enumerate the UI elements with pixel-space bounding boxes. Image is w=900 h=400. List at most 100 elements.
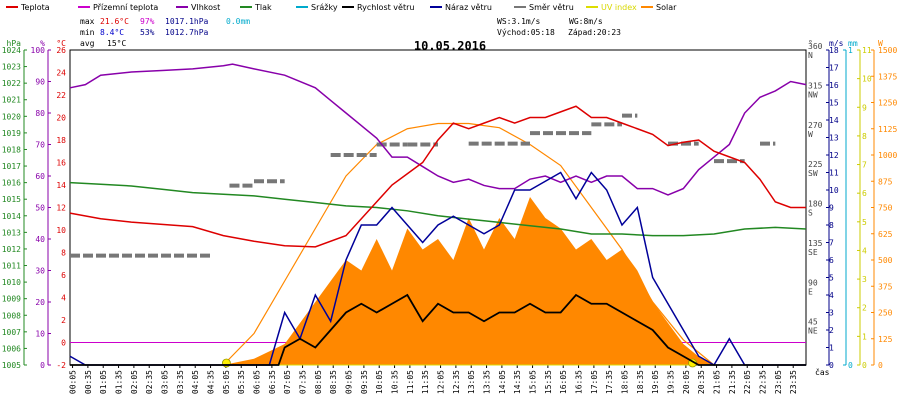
stat-min-temp: 8.4°C xyxy=(100,28,124,37)
x-tick-label: 21:35 xyxy=(728,370,737,394)
info-wind-speed: WS:3.1m/s xyxy=(497,17,541,26)
legend-label: Solar xyxy=(656,3,677,12)
info-sunrise: Východ:05:18 xyxy=(497,28,555,37)
legend-label: Srážky xyxy=(311,3,338,12)
uv-tick-label: 3 xyxy=(862,275,867,284)
stat-min-press: 1012.7hPa xyxy=(165,28,209,37)
x-tick-label: 07:05 xyxy=(283,370,292,394)
x-tick-label: 00:05 xyxy=(69,370,78,394)
uv-tick-label: 10 xyxy=(862,75,872,84)
x-tick-label: 14:05 xyxy=(498,370,507,394)
dir-tick-label: 135 xyxy=(808,239,823,248)
degc-tick-label: 12 xyxy=(56,204,66,213)
ms-tick-label: 11 xyxy=(829,169,839,178)
hpa-tick-label: 1019 xyxy=(2,129,21,138)
dir-compass-label: NE xyxy=(808,327,818,336)
x-tick-label: 03:05 xyxy=(161,370,170,394)
legend-label: Náraz větru xyxy=(445,3,492,12)
degc-tick-label: 26 xyxy=(56,46,66,55)
ms-tick-label: 4 xyxy=(829,291,834,300)
x-tick-label: 04:05 xyxy=(191,370,200,394)
hpa-tick-label: 1006 xyxy=(2,344,21,353)
stat-max-hum: 97% xyxy=(140,17,155,26)
ms-tick-label: 14 xyxy=(829,116,839,125)
pct-tick-label: 0 xyxy=(40,361,45,370)
legend-label: Směr větru xyxy=(529,3,574,12)
x-tick-label: 04:35 xyxy=(207,370,216,394)
humidity-line xyxy=(69,63,807,196)
ms-tick-label: 13 xyxy=(829,134,839,143)
hpa-tick-label: 1005 xyxy=(2,361,21,370)
x-tick-label: 13:05 xyxy=(467,370,476,394)
uv-tick-label: 6 xyxy=(862,189,867,198)
legend-label: Přízemní teplota xyxy=(93,3,158,12)
hpa-tick-label: 1020 xyxy=(2,112,21,121)
degc-tick-label: 4 xyxy=(61,294,66,303)
degc-tick-label: 24 xyxy=(56,69,66,78)
x-tick-label: 07:35 xyxy=(299,370,308,394)
x-tick-label: 02:35 xyxy=(145,370,154,394)
x-tick-label: 14:35 xyxy=(513,370,522,394)
w-tick-label: 875 xyxy=(878,177,893,186)
w-tick-label: 750 xyxy=(878,204,893,213)
dir-compass-label: S xyxy=(808,209,813,218)
x-tick-label: 16:05 xyxy=(559,370,568,394)
ms-tick-label: 8 xyxy=(829,221,834,230)
ms-tick-label: 2 xyxy=(829,326,834,335)
x-tick-label: 02:05 xyxy=(130,370,139,394)
x-tick-label: 19:05 xyxy=(651,370,660,394)
pct-tick-label: 70 xyxy=(35,141,45,150)
uv-tick-label: 11 xyxy=(862,46,872,55)
x-tick-label: 20:35 xyxy=(697,370,706,394)
stat-max-press: 1017.1hPa xyxy=(165,17,209,26)
ms-tick-label: 16 xyxy=(829,81,839,90)
x-tick-label: 18:05 xyxy=(621,370,630,394)
mm-tick-label: 1 xyxy=(848,46,853,55)
hpa-tick-label: 1008 xyxy=(2,311,21,320)
degc-tick-label: -2 xyxy=(56,361,66,370)
x-tick-label: 01:05 xyxy=(99,370,108,394)
x-tick-label: 20:05 xyxy=(682,370,691,394)
x-tick-label: 15:05 xyxy=(529,370,538,394)
degc-tick-label: 0 xyxy=(61,339,66,348)
chart-title: 10.05.2016 xyxy=(414,39,486,53)
mm-tick-label: 0 xyxy=(848,361,853,370)
legend-label: Vlhkost xyxy=(191,3,220,12)
temperature-line xyxy=(69,105,806,248)
legend-label: UV index xyxy=(601,3,637,12)
x-tick-label: 23:35 xyxy=(789,370,798,394)
hpa-tick-label: 1010 xyxy=(2,278,21,287)
hpa-tick-label: 1016 xyxy=(2,179,21,188)
degc-tick-label: 20 xyxy=(56,114,66,123)
pct-tick-label: 100 xyxy=(31,46,46,55)
x-tick-label: 19:35 xyxy=(667,370,676,394)
x-tick-label: 21:05 xyxy=(713,370,722,394)
hpa-tick-label: 1021 xyxy=(2,96,21,105)
ms-tick-label: 6 xyxy=(829,256,834,265)
dir-compass-label: SW xyxy=(808,169,818,178)
dir-compass-label: SE xyxy=(808,248,818,257)
dir-tick-label: 315 xyxy=(808,81,823,90)
stat-avg-temp: 15°C xyxy=(107,39,126,48)
hpa-tick-label: 1009 xyxy=(2,295,21,304)
hpa-tick-label: 1013 xyxy=(2,228,21,237)
ms-tick-label: 17 xyxy=(829,64,839,73)
x-tick-label: 17:05 xyxy=(590,370,599,394)
uv-tick-label: 0 xyxy=(862,361,867,370)
ms-tick-label: 5 xyxy=(829,274,834,283)
ms-tick-label: 7 xyxy=(829,239,834,248)
x-axis-label: čas xyxy=(815,367,830,377)
dir-unit: ° xyxy=(808,39,813,48)
ms-tick-label: 3 xyxy=(829,309,834,318)
x-tick-label: 00:35 xyxy=(84,370,93,394)
degc-unit: °C xyxy=(56,39,66,48)
x-tick-label: 22:05 xyxy=(743,370,752,394)
ms-tick-label: 1 xyxy=(829,344,834,353)
stat-max-label: max xyxy=(80,17,95,26)
x-tick-label: 05:35 xyxy=(237,370,246,394)
dir-tick-label: 270 xyxy=(808,121,823,130)
degc-tick-label: 10 xyxy=(56,226,66,235)
uv-tick-label: 5 xyxy=(862,218,867,227)
x-tick-label: 06:35 xyxy=(268,370,277,394)
